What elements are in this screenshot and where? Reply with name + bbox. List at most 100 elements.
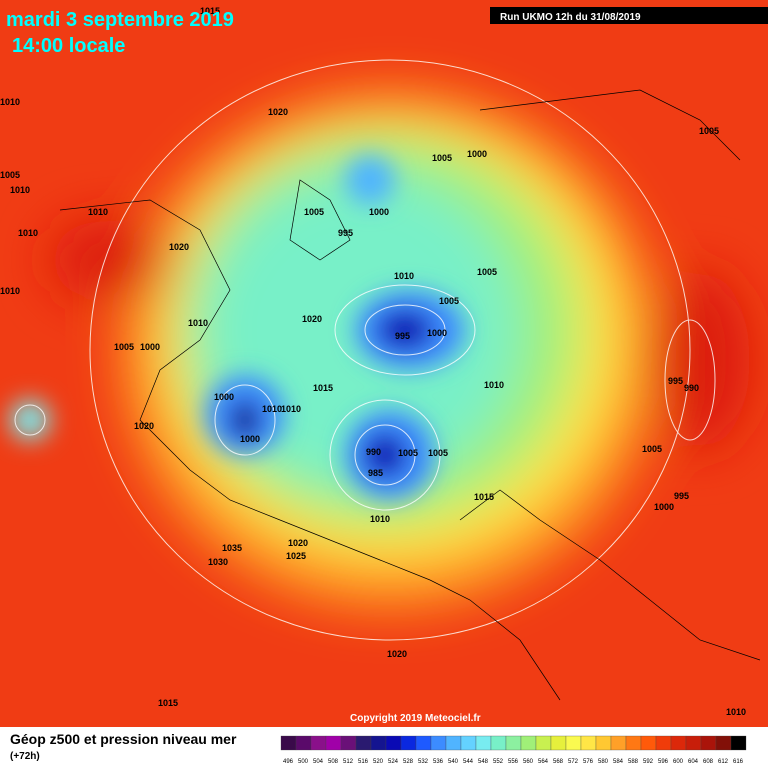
scale-swatch <box>550 735 567 751</box>
isobar-label: 1015 <box>158 698 178 708</box>
isobar-label: 1020 <box>387 649 407 659</box>
isobar-label: 1015 <box>474 492 494 502</box>
isobar-label: 1000 <box>240 434 260 444</box>
isobar-label: 1005 <box>398 448 418 458</box>
isobar-label: 995 <box>668 376 683 386</box>
isobar-label: 1000 <box>467 149 487 159</box>
isobar-label: 1000 <box>654 502 674 512</box>
scale-swatch <box>310 735 327 751</box>
isobar-label: 1020 <box>302 314 322 324</box>
date: mardi 3 septembre 2019 <box>6 9 234 31</box>
scale-label: 524 <box>388 759 399 765</box>
scale-swatch <box>625 735 642 751</box>
scale-label: 552 <box>493 759 504 765</box>
scale-swatch <box>670 735 687 751</box>
scale-label: 588 <box>628 759 639 765</box>
legend-title: Géop z500 et pression niveau mer <box>10 731 237 747</box>
scale-swatch <box>445 735 462 751</box>
scale-swatch <box>415 735 432 751</box>
isobars <box>14 59 716 641</box>
isobar-label: 1005 <box>304 207 324 217</box>
isobar-label: 1015 <box>200 6 220 16</box>
scale-swatch <box>535 735 552 751</box>
isobar-label: 1005 <box>432 153 452 163</box>
isobar-label: 1010 <box>262 404 282 414</box>
isobar-label: 1005 <box>439 296 459 306</box>
isobar-label: 1010 <box>188 318 208 328</box>
scale-swatch <box>700 735 717 751</box>
isobar-label: 1010 <box>0 97 20 107</box>
isobar-label: 1010 <box>281 404 301 414</box>
lows <box>10 155 465 500</box>
run-box <box>490 7 768 24</box>
scale-swatch <box>340 735 357 751</box>
scale-label: 560 <box>523 759 534 765</box>
copyright: Copyright 2019 Meteociel.fr <box>350 713 481 724</box>
isobar-label: 990 <box>684 383 699 393</box>
isobar-label: 1005 <box>642 444 662 454</box>
scale-swatch <box>490 735 507 751</box>
isobar-label: 985 <box>368 468 383 478</box>
isobar-label: 1005 <box>699 126 719 136</box>
legend: Géop z500 et pression niveau mer (+72h) … <box>10 731 747 765</box>
scale-swatch <box>715 735 732 751</box>
scale-swatch <box>295 735 312 751</box>
scale-swatch <box>580 735 597 751</box>
scale-label: 580 <box>598 759 609 765</box>
scale-label: 572 <box>568 759 579 765</box>
isobar-label: 1010 <box>394 271 414 281</box>
scale-label: 508 <box>328 759 339 765</box>
scale-swatch <box>355 735 372 751</box>
scale-label: 584 <box>613 759 624 765</box>
isobar-label: 1000 <box>369 207 389 217</box>
scale-swatch <box>460 735 477 751</box>
scale-label: 604 <box>688 759 699 765</box>
isobar-label: 995 <box>395 331 410 341</box>
scale-label: 500 <box>298 759 309 765</box>
isobar-label: 1010 <box>0 286 20 296</box>
scale-label: 504 <box>313 759 324 765</box>
scale-label: 600 <box>673 759 684 765</box>
isobar-label: 1010 <box>10 185 30 195</box>
isobar-label: 990 <box>366 447 381 457</box>
scale-swatch <box>325 735 342 751</box>
isobar-label: 1035 <box>222 543 242 553</box>
isobar-label: 995 <box>674 491 689 501</box>
isobar-label: 1005 <box>428 448 448 458</box>
scale-label: 540 <box>448 759 459 765</box>
isobar-label: 1000 <box>140 342 160 352</box>
scale-label: 528 <box>403 759 414 765</box>
scale-swatch <box>400 735 417 751</box>
scale-swatch <box>505 735 522 751</box>
scale-label: 520 <box>373 759 384 765</box>
scale-swatch <box>655 735 672 751</box>
isobar-label: 1010 <box>726 707 746 717</box>
time: 14:00 locale <box>12 35 125 57</box>
scale-label: 516 <box>358 759 369 765</box>
scale-label: 616 <box>733 759 744 765</box>
color-scale: 496 500 504 508 512 516 520 524 528 532 536 540 544 5… <box>280 735 747 765</box>
isobar-label: 1005 <box>114 342 134 352</box>
isobar-label: 995 <box>338 228 353 238</box>
scale-label: 608 <box>703 759 714 765</box>
isobar-label: 1015 <box>313 383 333 393</box>
scale-label: 548 <box>478 759 489 765</box>
scale-swatch <box>430 735 447 751</box>
isobar-label: 1010 <box>370 514 390 524</box>
run-info: Run UKMO 12h du 31/08/2019 <box>500 12 641 23</box>
isobar-label: 1020 <box>169 242 189 252</box>
scale-swatch <box>385 735 402 751</box>
scale-swatch <box>475 735 492 751</box>
scale-label: 592 <box>643 759 654 765</box>
scale-swatch <box>520 735 537 751</box>
isobar-label: 1000 <box>427 328 447 338</box>
isobar-label: 1025 <box>286 551 306 561</box>
isobar-label: 1010 <box>484 380 504 390</box>
scale-label: 536 <box>433 759 444 765</box>
isobar-label: 1030 <box>208 557 228 567</box>
isobar-label: 1020 <box>288 538 308 548</box>
isobar-label: 1020 <box>268 107 288 117</box>
coastlines <box>59 89 761 701</box>
